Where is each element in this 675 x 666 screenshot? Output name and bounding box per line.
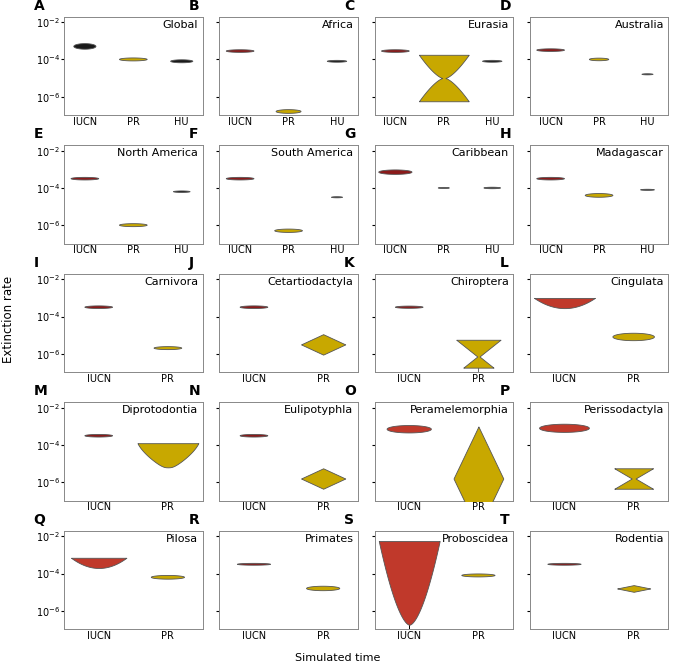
- Text: C: C: [344, 0, 354, 13]
- Text: A: A: [34, 0, 45, 13]
- Text: M: M: [34, 384, 47, 398]
- Text: K: K: [344, 256, 355, 270]
- Text: Rodentia: Rodentia: [615, 533, 664, 543]
- Text: T: T: [500, 513, 509, 527]
- Text: Madagascar: Madagascar: [596, 148, 664, 158]
- Text: N: N: [189, 384, 200, 398]
- Polygon shape: [119, 58, 147, 61]
- Text: O: O: [344, 384, 356, 398]
- Polygon shape: [275, 229, 302, 232]
- Text: Primates: Primates: [304, 533, 354, 543]
- Text: Q: Q: [34, 513, 45, 527]
- Text: Africa: Africa: [321, 19, 354, 29]
- Polygon shape: [85, 306, 113, 308]
- Polygon shape: [589, 58, 609, 61]
- Text: Pilosa: Pilosa: [166, 533, 198, 543]
- Text: G: G: [344, 127, 356, 141]
- Polygon shape: [483, 61, 502, 62]
- Polygon shape: [74, 43, 96, 49]
- Text: S: S: [344, 513, 354, 527]
- Polygon shape: [462, 574, 495, 577]
- Text: Eurasia: Eurasia: [468, 19, 509, 29]
- Polygon shape: [484, 187, 501, 188]
- Text: I: I: [34, 256, 38, 270]
- Text: Caribbean: Caribbean: [452, 148, 509, 158]
- Polygon shape: [306, 586, 340, 591]
- Polygon shape: [276, 110, 301, 113]
- Text: South America: South America: [271, 148, 354, 158]
- Polygon shape: [641, 189, 655, 190]
- Text: Perissodactyla: Perissodactyla: [584, 405, 664, 415]
- Text: H: H: [500, 127, 511, 141]
- Polygon shape: [379, 170, 412, 174]
- Polygon shape: [119, 224, 147, 226]
- Text: Chiroptera: Chiroptera: [450, 276, 509, 286]
- Text: Cingulata: Cingulata: [611, 276, 664, 286]
- Polygon shape: [171, 60, 193, 63]
- Polygon shape: [154, 346, 182, 350]
- Text: Australia: Australia: [615, 19, 664, 29]
- Polygon shape: [396, 306, 423, 308]
- Text: R: R: [189, 513, 200, 527]
- Text: Diprotodontia: Diprotodontia: [122, 405, 198, 415]
- Text: E: E: [34, 127, 43, 141]
- Text: D: D: [500, 0, 511, 13]
- Text: P: P: [500, 384, 510, 398]
- Polygon shape: [327, 61, 347, 62]
- Polygon shape: [226, 50, 254, 53]
- Polygon shape: [539, 424, 589, 432]
- Text: Peramelemorphia: Peramelemorphia: [410, 405, 509, 415]
- Polygon shape: [240, 434, 268, 437]
- Text: L: L: [500, 256, 508, 270]
- Polygon shape: [548, 563, 581, 565]
- Text: J: J: [189, 256, 194, 270]
- Polygon shape: [537, 177, 564, 180]
- Text: Simulated time: Simulated time: [295, 653, 380, 663]
- Text: B: B: [189, 0, 200, 13]
- Polygon shape: [585, 194, 613, 197]
- Text: Proboscidea: Proboscidea: [441, 533, 509, 543]
- Polygon shape: [613, 333, 655, 341]
- Text: Carnivora: Carnivora: [144, 276, 198, 286]
- Text: North America: North America: [117, 148, 198, 158]
- Text: Cetartiodactyla: Cetartiodactyla: [268, 276, 354, 286]
- Polygon shape: [381, 50, 409, 53]
- Text: Extinction rate: Extinction rate: [1, 276, 15, 363]
- Polygon shape: [85, 434, 113, 437]
- Text: Eulipotyphla: Eulipotyphla: [284, 405, 354, 415]
- Polygon shape: [238, 563, 271, 565]
- Polygon shape: [240, 306, 268, 308]
- Polygon shape: [642, 74, 653, 75]
- Text: Global: Global: [163, 19, 198, 29]
- Polygon shape: [331, 196, 342, 198]
- Polygon shape: [226, 177, 254, 180]
- Polygon shape: [387, 426, 431, 433]
- Polygon shape: [151, 575, 184, 579]
- Polygon shape: [71, 177, 99, 180]
- Polygon shape: [438, 187, 450, 188]
- Text: F: F: [189, 127, 198, 141]
- Polygon shape: [537, 49, 564, 51]
- Polygon shape: [173, 191, 190, 192]
